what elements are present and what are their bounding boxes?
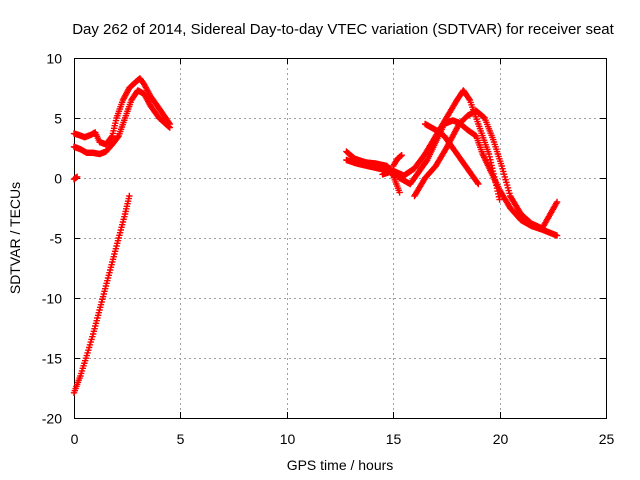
- y-tick-label: -5: [50, 231, 63, 247]
- x-axis-label: GPS time / hours: [287, 457, 394, 473]
- data-point: [465, 95, 473, 102]
- y-axis-label: SDTVAR / TECUs: [7, 182, 23, 294]
- data-points: [70, 75, 561, 396]
- axis-ticks: 0 5 10 15 20 25 -20 -15 -10 -5 0 5 10: [42, 51, 615, 448]
- x-tick-label: 15: [386, 431, 402, 447]
- x-tick-label: 20: [493, 431, 509, 447]
- data-point: [475, 180, 482, 188]
- y-tick-label: 5: [54, 111, 62, 127]
- data-point: [166, 124, 173, 131]
- series-arc-j: [421, 120, 482, 188]
- series-arc-b: [70, 87, 173, 158]
- y-tick-label: -10: [42, 291, 62, 307]
- data-point: [73, 173, 81, 180]
- data-point: [165, 123, 173, 131]
- data-point: [474, 179, 481, 186]
- series-arc-d: [70, 192, 133, 396]
- x-tick-label: 10: [280, 431, 296, 447]
- series-arc-h: [390, 152, 405, 170]
- data-point: [553, 198, 561, 206]
- y-tick-label: -20: [42, 411, 62, 427]
- x-tick-label: 5: [177, 431, 185, 447]
- series-arc-a: [70, 75, 173, 148]
- y-tick-label: 0: [54, 171, 62, 187]
- data-point: [396, 189, 403, 196]
- series-arc-c: [70, 173, 81, 183]
- y-tick-label: 10: [46, 51, 62, 67]
- data-point: [108, 133, 115, 141]
- x-tick-label: 25: [599, 431, 615, 447]
- x-tick-label: 0: [71, 431, 79, 447]
- data-point: [126, 192, 133, 200]
- data-point: [496, 196, 503, 203]
- data-point: [114, 133, 122, 141]
- y-tick-label: -15: [42, 351, 62, 367]
- chart-title: Day 262 of 2014, Sidereal Day-to-day VTE…: [72, 21, 614, 38]
- data-point: [398, 152, 405, 159]
- data-point: [553, 232, 561, 239]
- grid: [74, 58, 606, 418]
- series-arc-f: [343, 156, 403, 196]
